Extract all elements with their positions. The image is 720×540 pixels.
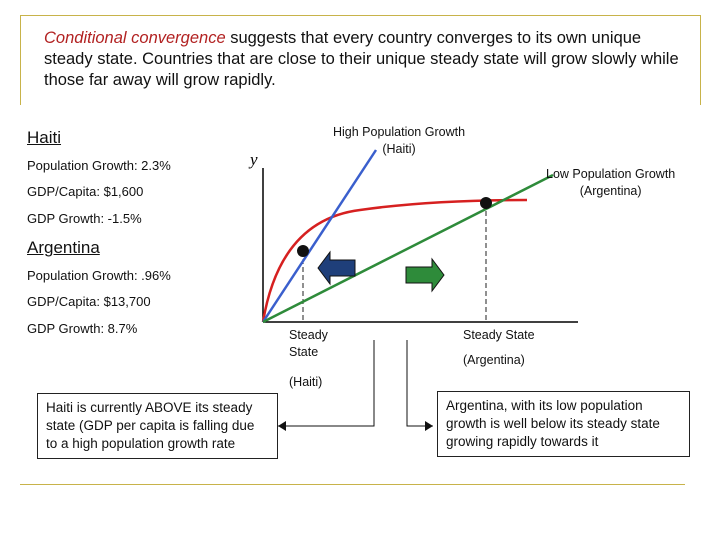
low-growth-line [262, 173, 554, 324]
high-growth-label-line1: High Population Growth [333, 125, 466, 139]
steady-state-argentina-line2: (Argentina) [463, 353, 525, 367]
argentina-steady-state-point [480, 197, 492, 209]
argentina-gdp-growth: GDP Growth: 8.7% [27, 321, 138, 336]
steady-state-haiti-line2: State [289, 345, 319, 359]
haiti-gdp-growth: GDP Growth: -1.5% [27, 211, 142, 226]
left-arrow [317, 250, 356, 286]
low-growth-label-line1: Low Population Growth [546, 167, 676, 181]
high-growth-label-line2: (Haiti) [382, 142, 416, 156]
intro-paragraph: Conditional convergence suggests that ev… [44, 28, 694, 91]
low-growth-label-line2: (Argentina) [579, 184, 642, 198]
low-growth-label: Low Population Growth (Argentina) [546, 166, 675, 200]
argentina-note-box: Argentina, with its low population growt… [437, 391, 690, 457]
argentina-note-connector [406, 340, 433, 427]
frame-bottom-border [20, 484, 685, 485]
right-arrow [405, 257, 445, 293]
production-curve [261, 198, 528, 323]
argentina-population-growth: Population Growth: .96% [27, 268, 171, 283]
steady-state-haiti-label: Steady State (Haiti) [289, 327, 328, 391]
haiti-steady-state-point [297, 245, 309, 257]
haiti-note-connector [278, 340, 375, 427]
argentina-heading: Argentina [27, 238, 100, 257]
steady-state-argentina-label: Steady State (Argentina) [463, 327, 535, 369]
high-growth-label: High Population Growth (Haiti) [333, 124, 465, 158]
y-axis-label: y [248, 150, 258, 169]
frame-top-border [20, 15, 700, 16]
steady-state-haiti-line1: Steady [289, 328, 328, 342]
haiti-heading: Haiti [27, 128, 62, 147]
steady-state-haiti-line3: (Haiti) [289, 375, 323, 389]
frame-right-border [700, 15, 701, 105]
high-growth-line [261, 149, 378, 323]
haiti-note-box: Haiti is currently ABOVE its steady stat… [37, 393, 278, 459]
intro-text: suggests that every country converges to… [44, 29, 679, 89]
intro-highlight: Conditional convergence [44, 29, 226, 47]
argentina-connector-arrowhead [425, 421, 433, 431]
frame-left-border [20, 15, 21, 105]
haiti-connector-arrowhead [278, 421, 286, 431]
haiti-gdp-per-capita: GDP/Capita: $1,600 [27, 184, 144, 199]
steady-state-argentina-line1: Steady State [463, 328, 535, 342]
haiti-population-growth: Population Growth: 2.3% [27, 158, 171, 173]
argentina-gdp-per-capita: GDP/Capita: $13,700 [27, 294, 151, 309]
